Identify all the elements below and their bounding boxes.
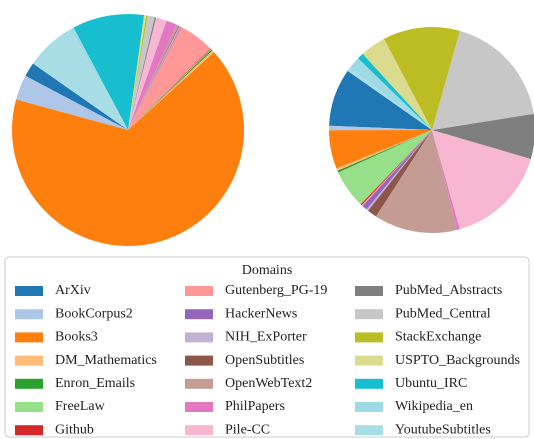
legend-label: PhilPapers: [225, 399, 285, 414]
pie-wedge: [128, 26, 182, 131]
pie-wedge: [128, 48, 212, 130]
legend-label: ArXiv: [55, 283, 91, 298]
legend-label: BookCorpus2: [55, 306, 133, 321]
legend-swatch: [185, 286, 213, 296]
legend-label: Pile-CC: [225, 422, 270, 437]
legend-label: Wikipedia_en: [395, 399, 473, 414]
pie-wedge: [383, 26, 460, 130]
pie-wedge: [337, 130, 432, 173]
legend-swatch: [355, 355, 383, 366]
pie-wedge: [432, 30, 534, 130]
pie-wedge: [128, 20, 177, 131]
legend-swatch: [355, 425, 383, 436]
legend-swatch: [15, 355, 43, 366]
legend-label: OpenWebText2: [225, 376, 312, 391]
legend-swatch: [15, 332, 43, 343]
pie-wedge: [329, 130, 432, 169]
pie-wedge: [368, 130, 432, 217]
pie-wedge: [128, 24, 179, 131]
legend-swatch: [355, 286, 383, 296]
pie-wedge: [128, 49, 213, 131]
legend-swatch: [15, 286, 43, 296]
pie-wedge: [349, 58, 432, 130]
legend-swatch: [15, 425, 43, 436]
legend-label: NIH_ExPorter: [225, 330, 307, 345]
pie-wedge: [16, 75, 128, 130]
pie-wedge: [25, 63, 128, 130]
legend-label: Enron_Emails: [55, 376, 135, 391]
pie-wedge: [360, 130, 432, 206]
pie-wedge: [362, 130, 432, 210]
legend-label: StackExchange: [395, 330, 481, 345]
legend-swatch: [185, 355, 213, 366]
pie-wedge: [432, 113, 534, 159]
pie-wedge: [128, 25, 180, 131]
pie-wedge: [336, 130, 432, 171]
pie-wedge: [32, 29, 128, 130]
legend-swatch: [185, 309, 213, 320]
pie-wedge: [347, 68, 432, 130]
pie-wedge: [357, 53, 432, 130]
legend-label: HackerNews: [225, 306, 297, 321]
legend-swatch: [355, 378, 383, 389]
legend-label: YoutubeSubtitles: [395, 422, 491, 437]
legend-label: PubMed_Central: [395, 306, 491, 321]
legend-label: Books3: [55, 330, 98, 345]
legend-title: Domains: [242, 263, 293, 278]
legend-swatch: [15, 309, 43, 320]
pie-wedge: [128, 25, 181, 130]
legend-swatch: [15, 378, 43, 389]
legend-swatch: [355, 309, 383, 320]
pie-wedge: [362, 38, 432, 130]
pie-wedge: [366, 130, 432, 211]
legend-swatch: [15, 402, 43, 412]
legend-swatch: [185, 425, 213, 436]
pie-wedge: [73, 13, 145, 130]
legend-swatch: [185, 332, 213, 343]
pie-wedge: [70, 27, 128, 130]
legend-label: FreeLaw: [55, 399, 106, 414]
pie-wedge: [338, 130, 432, 205]
pie-wedge: [128, 15, 148, 130]
pie-wedge: [329, 70, 432, 130]
legend-swatch: [185, 378, 213, 389]
legend-label: Gutenberg_PG-19: [225, 283, 327, 298]
pie-wedge: [128, 15, 155, 130]
legend-label: USPTO_Backgrounds: [395, 353, 520, 368]
pie-wedge: [11, 52, 244, 247]
pie-wedge: [128, 50, 215, 131]
legend-swatch: [185, 402, 213, 412]
pie-wedge: [128, 15, 147, 131]
pie-wedge: [128, 26, 211, 131]
legend-label: Ubuntu_IRC: [395, 376, 467, 391]
pie-wedge: [128, 48, 212, 131]
pie-wedge: [376, 130, 458, 233]
pie-wedge: [128, 17, 167, 130]
legend-label: Github: [55, 422, 94, 437]
pie-wedge: [361, 130, 432, 207]
pie-wedge: [432, 130, 531, 230]
legend-label: OpenSubtitles: [225, 353, 304, 368]
legend-label: PubMed_Abstracts: [395, 283, 502, 298]
legend-swatch: [355, 402, 383, 412]
pie-wedge: [432, 130, 460, 230]
legend-swatch: [355, 332, 383, 343]
pie-wedge: [128, 17, 157, 130]
legend-label: DM_Mathematics: [55, 353, 157, 368]
pie-wedge: [329, 125, 432, 131]
legend-box: [4, 256, 530, 438]
